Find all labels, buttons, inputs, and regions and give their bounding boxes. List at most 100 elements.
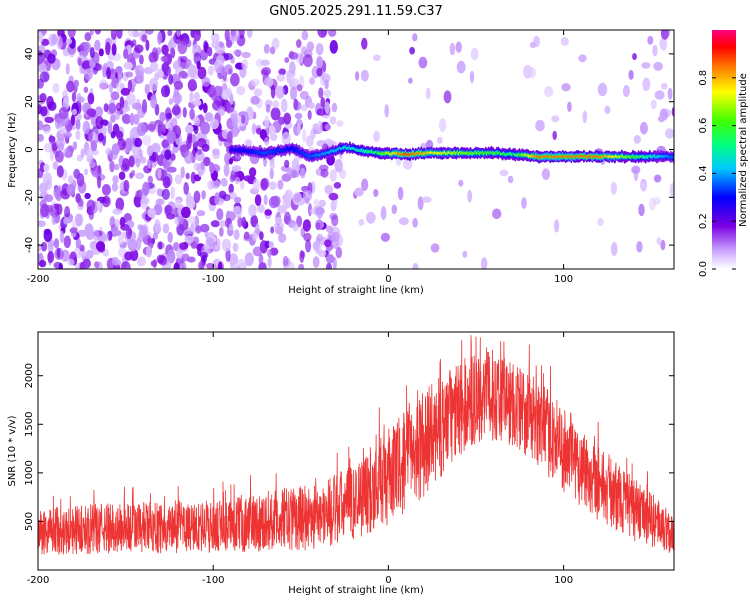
- heatmap-cell: [202, 102, 208, 114]
- heatmap-cell: [308, 102, 315, 109]
- heatmap-cell: [402, 158, 413, 170]
- heatmap-cell: [652, 44, 658, 57]
- heatmap-cell: [258, 254, 264, 265]
- heatmap-cell: [206, 262, 215, 269]
- heatmap-cell: [165, 112, 173, 120]
- heatmap-cell: [124, 137, 133, 151]
- heatmap-cell: [97, 175, 102, 189]
- heatmap-cell: [84, 32, 92, 42]
- heatmap-cell: [669, 183, 674, 197]
- heatmap-cell: [147, 159, 152, 169]
- heatmap-cell: [207, 46, 213, 57]
- heatmap-cell: [660, 30, 669, 40]
- heatmap-cell: [315, 222, 321, 231]
- heatmap-cell: [315, 168, 321, 176]
- heatmap-cell: [83, 67, 94, 81]
- heatmap-cell: [122, 158, 130, 170]
- heatmap-cell: [229, 93, 234, 105]
- heatmap-cell: [173, 262, 180, 269]
- heatmap-cell: [158, 241, 163, 250]
- heatmap-cell: [75, 238, 82, 249]
- heatmap-cell: [216, 54, 225, 65]
- heatmap-cell: [170, 153, 176, 161]
- heatmap-cell: [228, 183, 234, 194]
- heatmap-cell: [119, 96, 125, 109]
- heatmap-cell: [373, 130, 380, 142]
- heatmap-cell: [112, 229, 122, 237]
- heatmap-cell: [301, 30, 309, 41]
- heatmap-cell: [236, 85, 246, 96]
- heatmap-cell: [278, 68, 287, 76]
- heatmap-cell: [300, 104, 308, 112]
- heatmap-cell: [318, 199, 326, 208]
- heatmap-cell: [123, 48, 129, 59]
- heatmap-cell: [135, 172, 145, 180]
- heatmap-cell: [168, 98, 174, 105]
- heatmap-cell: [331, 214, 339, 227]
- colorbar-ticks: 0.0 0.2 0.4 0.6 0.8: [698, 70, 736, 277]
- heatmap-cell: [49, 148, 55, 161]
- heatmap-cell: [134, 44, 144, 53]
- heatmap-cell: [259, 231, 264, 241]
- heatmap-cell: [641, 62, 651, 69]
- heatmap-cell: [65, 63, 70, 75]
- heatmap-cell: [136, 70, 144, 84]
- heatmap-cell: [157, 168, 162, 179]
- heatmap-cell: [179, 144, 186, 153]
- heatmap-cell: [53, 238, 60, 249]
- heatmap-cell: [331, 231, 340, 242]
- heatmap-cell: [56, 247, 61, 259]
- heatmap-cell: [397, 186, 404, 201]
- heatmap-cell: [284, 159, 290, 168]
- heatmap-cell: [127, 228, 133, 236]
- heatmap-cell: [75, 119, 81, 130]
- heatmap-cell: [72, 141, 78, 151]
- spectrogram-x-ticks: -200 -100 0 100: [27, 30, 573, 285]
- heatmap-cell: [111, 182, 118, 192]
- heatmap-cell: [254, 194, 262, 206]
- colorbar: 0.0 0.2 0.4 0.6 0.8 Normalized spectral ampl…: [698, 30, 749, 277]
- heatmap-cell: [324, 239, 332, 248]
- heatmap-cell: [54, 150, 64, 163]
- heatmap-cell: [640, 181, 647, 191]
- heatmap-cell: [628, 69, 634, 80]
- heatmap-cell: [469, 70, 475, 84]
- heatmap-cell: [181, 253, 190, 262]
- heatmap-cell: [160, 85, 171, 98]
- heatmap-cell: [425, 87, 431, 100]
- x-tick-label: -100: [202, 274, 225, 285]
- heatmap-cell: [111, 43, 117, 56]
- heatmap-cell: [184, 150, 194, 164]
- heatmap-cell: [300, 251, 306, 259]
- heatmap-cell: [269, 168, 274, 180]
- heatmap-cell: [201, 190, 206, 200]
- heatmap-cell: [105, 41, 111, 56]
- heatmap-cell: [105, 233, 110, 242]
- heatmap-cell: [146, 123, 156, 131]
- heatmap-cell: [59, 230, 64, 244]
- heatmap-cell: [40, 38, 50, 46]
- heatmap-cell: [223, 194, 231, 202]
- heatmap-cell: [185, 192, 192, 206]
- heatmap-cell: [173, 80, 184, 90]
- heatmap-cell: [90, 140, 98, 152]
- heatmap-cell: [162, 176, 171, 189]
- heatmap-cell: [226, 101, 231, 114]
- heatmap-cell: [275, 216, 283, 225]
- heatmap-cell: [94, 261, 100, 269]
- heatmap-cell: [334, 159, 344, 173]
- heatmap-cell: [162, 223, 170, 234]
- heatmap-cell: [39, 92, 47, 103]
- heatmap-cell: [114, 218, 120, 228]
- colorbar-tick-label: 0.6: [698, 118, 709, 134]
- heatmap-cell: [278, 233, 287, 243]
- heatmap-cell: [238, 30, 245, 39]
- heatmap-cell: [150, 151, 159, 163]
- heatmap-cell: [269, 247, 279, 256]
- heatmap-cell: [156, 47, 162, 55]
- heatmap-cell: [361, 37, 368, 50]
- heatmap-cell: [182, 107, 187, 118]
- heatmap-cell: [239, 180, 245, 190]
- heatmap-cell: [264, 115, 270, 129]
